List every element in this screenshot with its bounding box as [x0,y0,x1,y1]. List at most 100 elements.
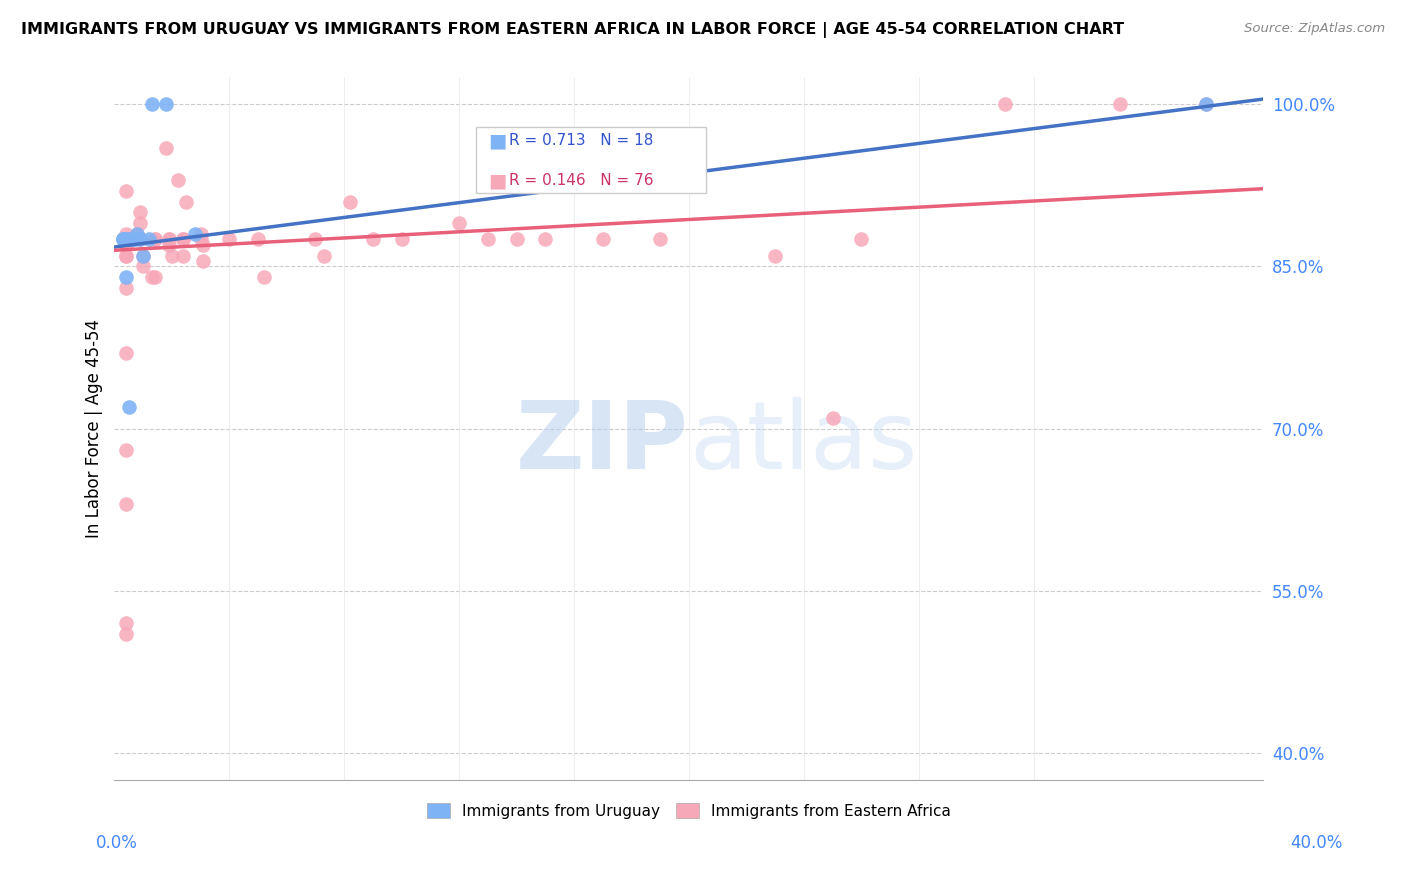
Point [121,232,143,246]
Point [115,232,138,246]
Point [115,232,138,246]
Text: ZIP: ZIP [516,397,689,489]
Point [391,232,413,246]
Point [218,232,240,246]
Point [157,232,180,246]
Point [112,232,135,246]
Text: R = 0.146   N = 76: R = 0.146 N = 76 [509,173,652,188]
Point [112,232,135,246]
Point [115,497,138,511]
Point [193,238,215,252]
Point [115,232,138,246]
Point [115,238,138,252]
Point [994,97,1017,112]
Point [118,400,141,414]
Text: ■: ■ [488,131,506,150]
Point [115,232,138,246]
Text: atlas: atlas [689,397,917,489]
Point [157,238,180,252]
Point [115,232,138,246]
Point [129,205,152,219]
Point [118,232,141,246]
Text: Source: ZipAtlas.com: Source: ZipAtlas.com [1244,22,1385,36]
Point [115,232,138,246]
Point [247,232,270,246]
Point [115,249,138,263]
Point [190,227,212,241]
Point [132,260,155,274]
Point [115,232,138,246]
Point [115,232,138,246]
Point [115,232,138,246]
Point [115,232,138,246]
Text: 40.0%: 40.0% [1291,834,1343,852]
Point [184,227,207,241]
Point [115,281,138,295]
Point [1195,97,1218,112]
Point [1195,97,1218,112]
Point [115,184,138,198]
Point [112,232,135,246]
Point [127,227,149,241]
Y-axis label: In Labor Force | Age 45-54: In Labor Force | Age 45-54 [86,319,103,538]
Point [821,410,844,425]
Point [138,232,160,246]
Point [172,232,194,246]
Point [304,232,326,246]
Point [592,232,614,246]
Point [132,249,155,263]
Point [124,232,146,246]
Point [157,232,180,246]
Point [129,216,152,230]
Point [763,249,786,263]
Point [129,232,152,246]
Point [851,232,873,246]
Point [115,232,138,246]
Point [115,238,138,252]
Point [115,227,138,241]
Point [115,443,138,458]
Point [166,173,188,187]
Point [129,232,152,246]
Point [505,232,527,246]
Point [141,270,163,285]
Point [115,270,138,285]
Point [115,232,138,246]
Point [141,97,163,112]
Point [115,232,138,246]
Point [115,238,138,252]
Point [477,232,499,246]
Point [115,249,138,263]
Point [314,249,336,263]
Point [174,194,197,209]
Point [155,97,177,112]
Point [115,232,138,246]
Point [143,232,166,246]
Point [115,232,138,246]
Point [115,232,138,246]
Point [1108,97,1130,112]
Point [115,232,138,246]
Point [172,249,194,263]
Point [127,227,149,241]
Point [193,254,215,268]
Point [190,232,212,246]
Point [172,232,194,246]
Point [115,615,138,630]
Text: 0.0%: 0.0% [96,834,138,852]
Point [115,232,138,246]
Point [115,627,138,641]
Point [115,232,138,246]
Point [534,232,557,246]
Point [160,249,183,263]
Point [650,232,672,246]
Text: IMMIGRANTS FROM URUGUAY VS IMMIGRANTS FROM EASTERN AFRICA IN LABOR FORCE | AGE 4: IMMIGRANTS FROM URUGUAY VS IMMIGRANTS FR… [21,22,1125,38]
Point [143,232,166,246]
Legend: Immigrants from Uruguay, Immigrants from Eastern Africa: Immigrants from Uruguay, Immigrants from… [420,797,956,824]
Point [449,216,471,230]
Point [115,346,138,360]
Text: ■: ■ [488,171,506,190]
Point [115,232,138,246]
FancyBboxPatch shape [477,127,706,194]
Point [361,232,384,246]
